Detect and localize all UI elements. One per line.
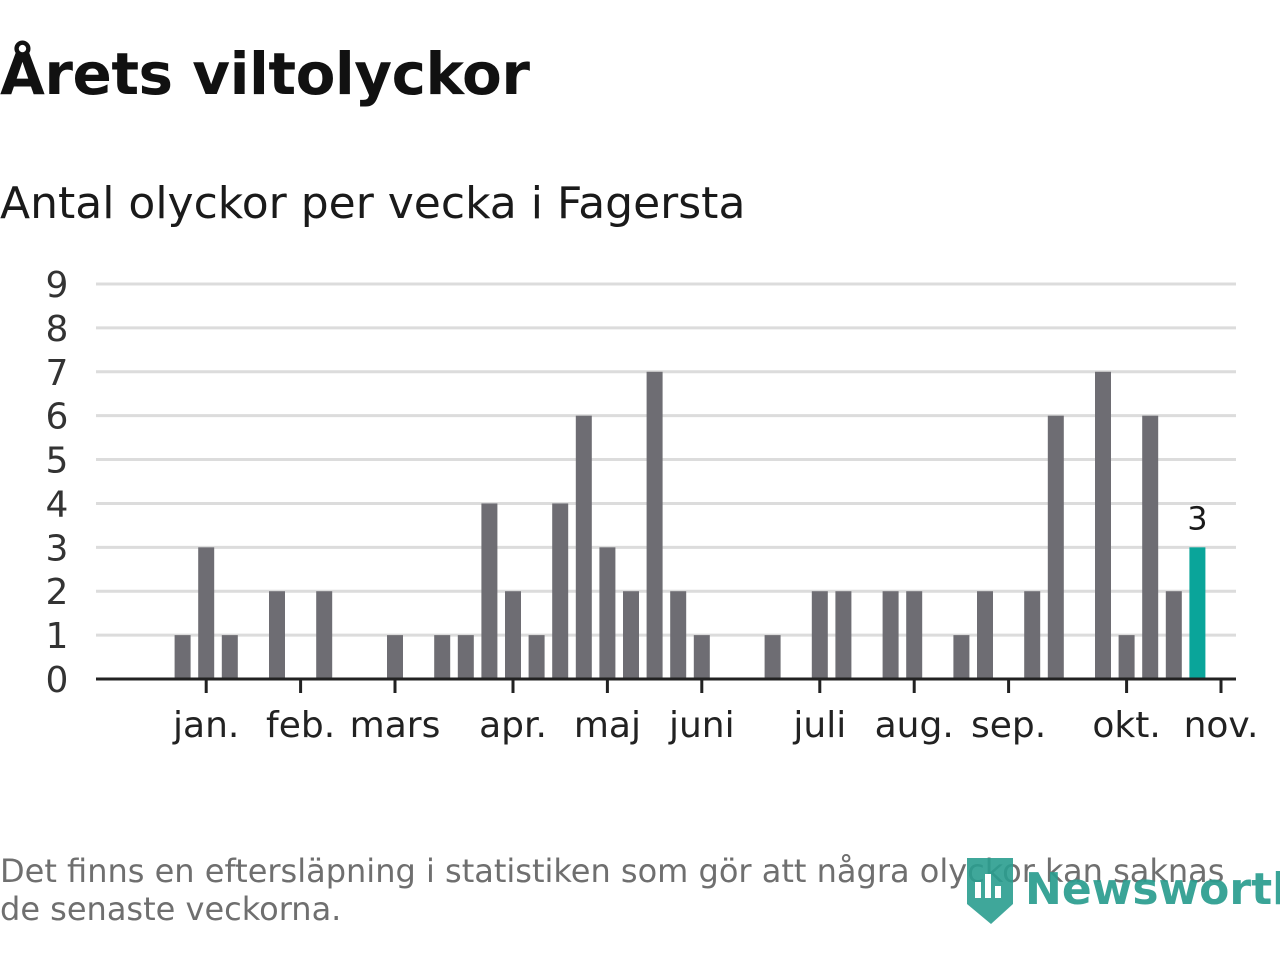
bar bbox=[646, 371, 663, 679]
bar bbox=[977, 591, 993, 679]
y-tick-label: 0 bbox=[46, 660, 69, 701]
x-tick-label: feb. bbox=[266, 705, 335, 746]
x-tick-label: sep. bbox=[971, 705, 1046, 746]
x-tick-label: aug. bbox=[875, 705, 954, 746]
bar bbox=[835, 591, 852, 679]
newsworthy-logo: Newsworthy bbox=[965, 852, 1280, 926]
y-tick-label: 6 bbox=[46, 397, 69, 438]
newsworthy-logo-text: Newsworthy bbox=[1025, 863, 1280, 915]
bar bbox=[481, 503, 498, 679]
bar bbox=[906, 591, 923, 679]
bar bbox=[505, 591, 521, 679]
chart-subtitle: Antal olyckor per vecka i Fagersta bbox=[0, 178, 746, 229]
bar bbox=[575, 415, 592, 679]
footnote: Det finns en eftersläpning i statistiken… bbox=[0, 852, 1225, 928]
bar bbox=[1024, 591, 1041, 679]
bar bbox=[457, 635, 474, 679]
x-tick-label: nov. bbox=[1184, 705, 1259, 746]
bar bbox=[387, 635, 403, 679]
bars bbox=[174, 371, 1206, 679]
y-tick-label: 9 bbox=[46, 265, 69, 306]
bar bbox=[1118, 635, 1135, 679]
bar bbox=[1142, 415, 1159, 679]
chart-title: Årets viltolyckor bbox=[0, 40, 530, 108]
bar bbox=[269, 591, 285, 679]
bar bbox=[953, 635, 970, 679]
x-tick-label: juli bbox=[792, 705, 846, 746]
y-tick-label: 3 bbox=[46, 528, 69, 569]
bar bbox=[764, 635, 781, 679]
bar bbox=[434, 635, 451, 679]
bar bbox=[1095, 371, 1111, 679]
x-tick-label: okt. bbox=[1092, 705, 1160, 746]
y-tick-label: 7 bbox=[46, 353, 69, 394]
highlight-value-label: 3 bbox=[1187, 499, 1207, 537]
bar bbox=[1047, 415, 1064, 679]
bar bbox=[198, 547, 215, 679]
y-gridlines bbox=[96, 282, 1236, 637]
bar bbox=[174, 635, 191, 679]
bar bbox=[528, 635, 545, 679]
x-tick-label: jan. bbox=[172, 705, 239, 746]
y-tick-label: 4 bbox=[46, 484, 69, 525]
bar bbox=[221, 635, 238, 679]
y-tick-label: 5 bbox=[46, 441, 69, 482]
x-tick-label: juni bbox=[668, 705, 735, 746]
bar bbox=[882, 591, 899, 679]
x-tick-label: maj bbox=[574, 705, 641, 746]
bar bbox=[623, 591, 639, 679]
bar bbox=[693, 635, 710, 679]
bar bbox=[316, 591, 333, 679]
y-tick-label: 1 bbox=[46, 616, 69, 657]
x-tick-label: mars bbox=[350, 705, 441, 746]
bar bbox=[599, 547, 616, 679]
bar bbox=[1165, 591, 1182, 679]
y-tick-label: 8 bbox=[46, 309, 69, 350]
x-tick-label: apr. bbox=[479, 705, 547, 746]
newsworthy-logo-icon bbox=[967, 858, 1013, 924]
bar bbox=[552, 503, 569, 679]
bar-current-week bbox=[1189, 547, 1206, 679]
bar bbox=[670, 591, 687, 679]
bar bbox=[811, 591, 828, 679]
x-axis: jan. feb. mars apr. maj juni juli aug. sep. okt. n… bbox=[172, 679, 1258, 746]
y-tick-label: 2 bbox=[46, 572, 69, 613]
